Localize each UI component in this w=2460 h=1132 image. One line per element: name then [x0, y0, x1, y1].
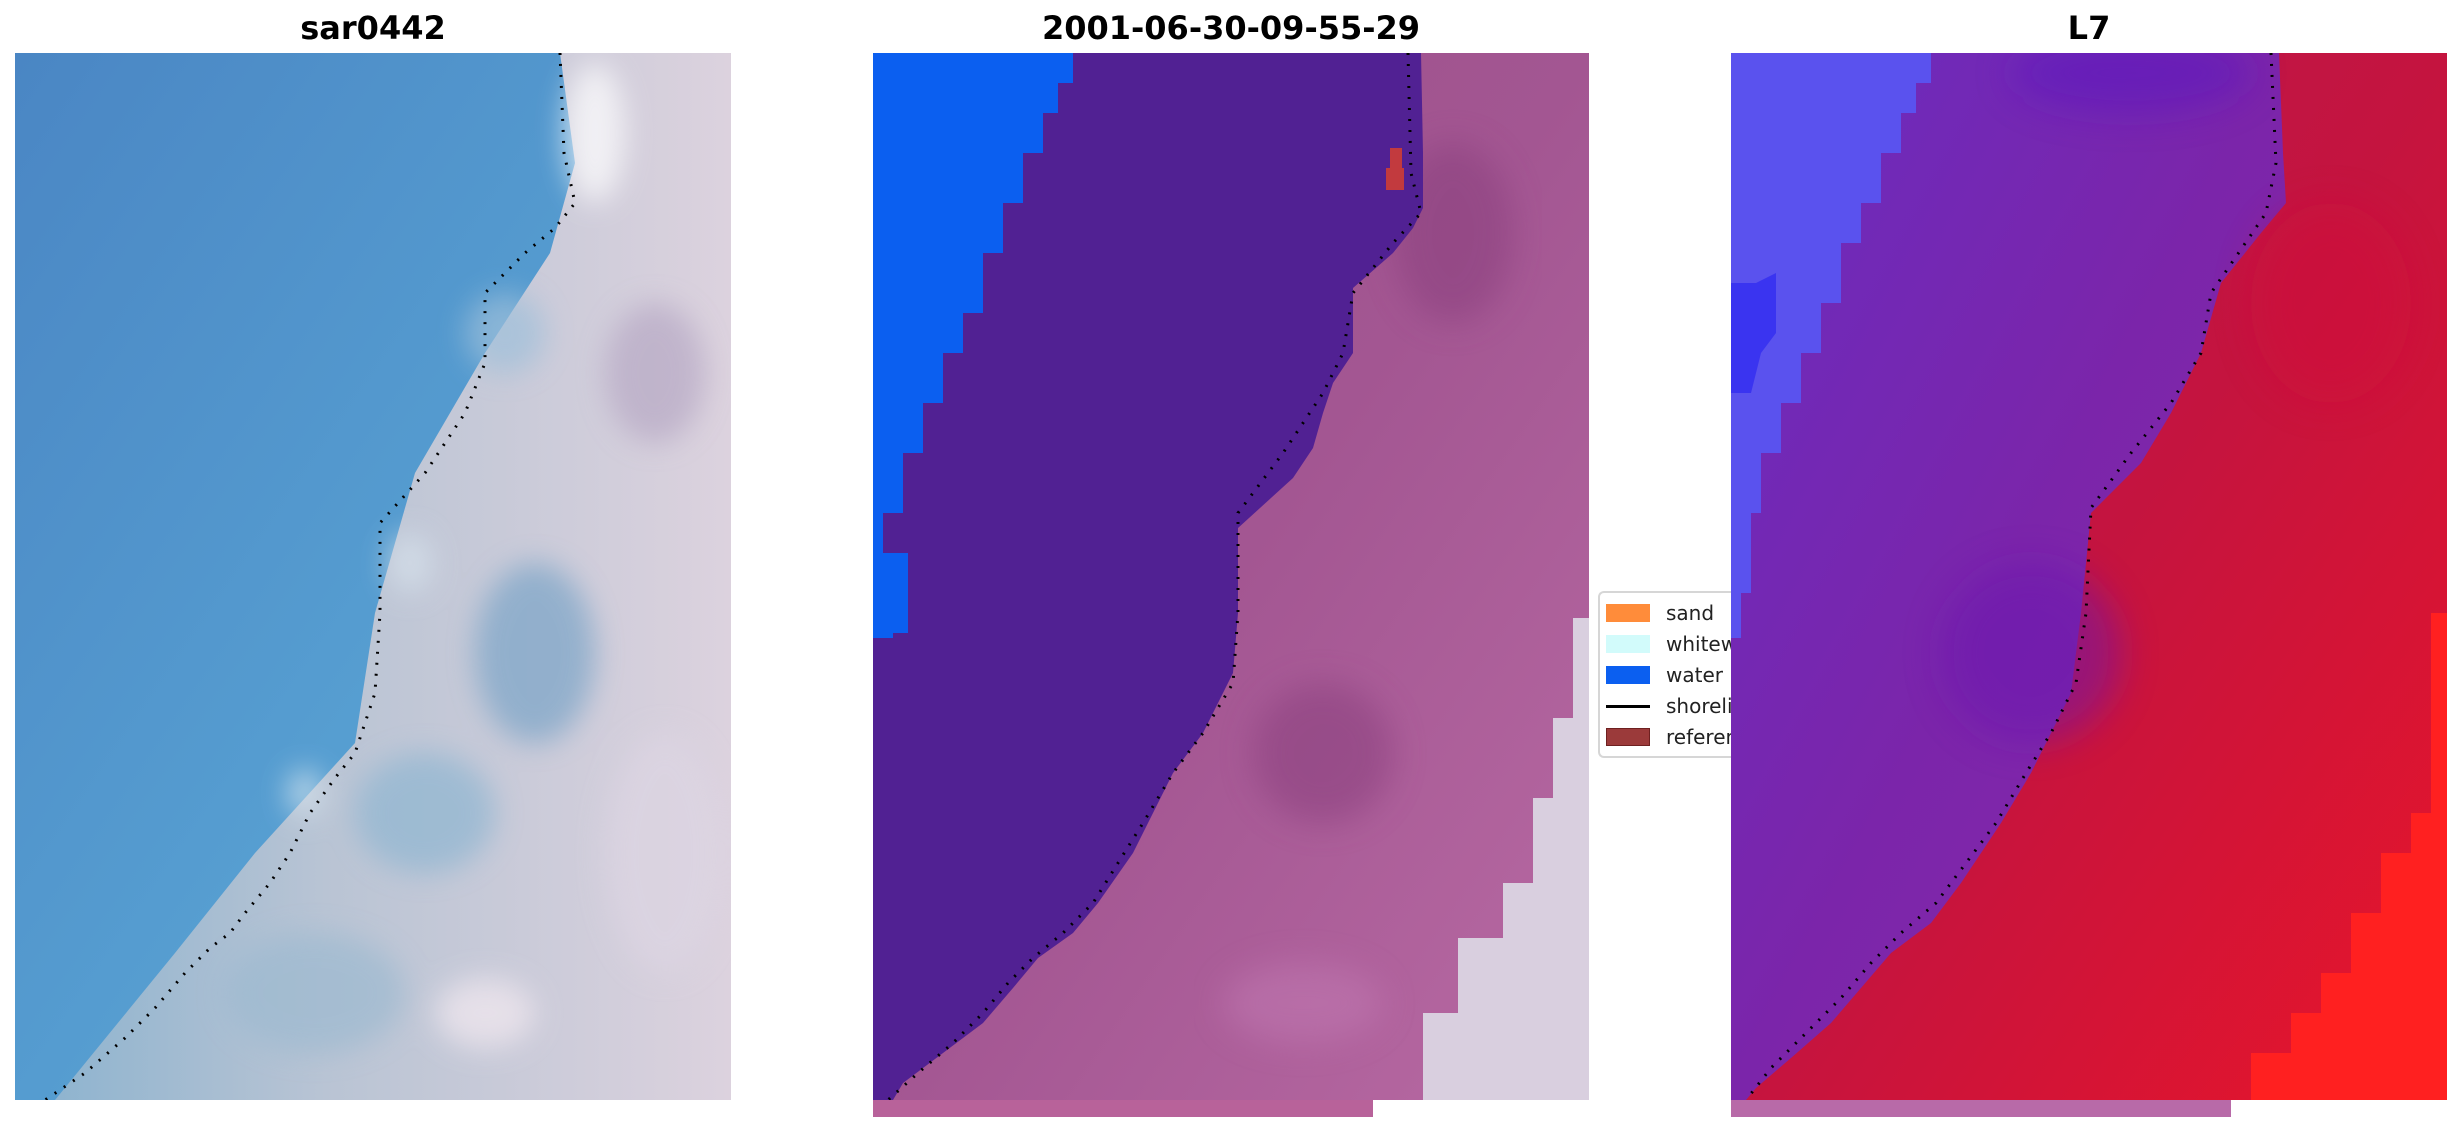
water-swatch [1606, 666, 1650, 684]
legend-item-reference: reference [1606, 723, 1733, 751]
image-edge-strip [873, 1100, 1373, 1117]
shoreline-line-swatch [1606, 704, 1650, 708]
classified-image-panel [873, 53, 1589, 1100]
sand-swatch [1606, 604, 1650, 622]
rgb-image-panel [15, 53, 731, 1100]
reference-swatch [1606, 728, 1650, 746]
legend-label-water: water [1666, 663, 1723, 687]
panel-title-l7: L7 [2067, 9, 2111, 47]
rgb-image [15, 53, 731, 1100]
legend-item-sand: sand [1606, 599, 1714, 627]
whitewater-swatch [1606, 635, 1650, 653]
classified-image [873, 53, 1589, 1100]
panel-title-date: 2001-06-30-09-55-29 [1041, 9, 1421, 47]
legend-item-shoreline: shoreline [1606, 692, 1733, 720]
legend-item-water: water [1606, 661, 1723, 689]
image-edge-strip-l7 [1731, 1100, 2231, 1117]
legend-label-reference: reference [1666, 725, 1733, 749]
legend-label-shoreline: shoreline [1666, 694, 1733, 718]
panel-title-sar0442: sar0442 [300, 9, 446, 47]
l7-image-panel [1731, 53, 2447, 1100]
shoreline [44, 53, 577, 1100]
l7-image [1731, 53, 2447, 1100]
shoreline-classified [886, 53, 1423, 1100]
legend-label-sand: sand [1666, 601, 1715, 625]
